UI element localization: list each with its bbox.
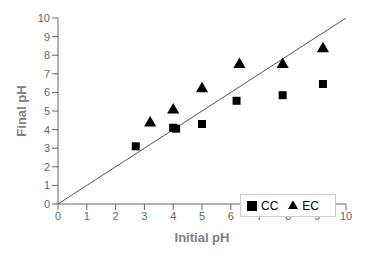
svg-text:5: 5 [199, 210, 205, 222]
svg-text:6: 6 [44, 86, 50, 98]
svg-text:1: 1 [84, 210, 90, 222]
svg-text:9: 9 [314, 210, 320, 222]
svg-text:7: 7 [44, 68, 50, 80]
svg-text:0: 0 [55, 210, 61, 222]
svg-text:6: 6 [228, 210, 234, 222]
svg-text:10: 10 [38, 12, 50, 24]
svg-text:8: 8 [285, 210, 291, 222]
svg-text:Final pH: Final pH [14, 85, 29, 136]
svg-text:Initial pH: Initial pH [175, 230, 230, 245]
svg-text:0: 0 [44, 198, 50, 210]
svg-text:4: 4 [170, 210, 176, 222]
svg-text:8: 8 [44, 49, 50, 61]
svg-text:7: 7 [257, 210, 263, 222]
svg-text:4: 4 [44, 124, 50, 136]
svg-text:3: 3 [141, 210, 147, 222]
html-text:EC: EC [302, 199, 319, 213]
svg-text:1: 1 [44, 179, 50, 191]
svg-text:2: 2 [113, 210, 119, 222]
svg-text:2: 2 [44, 161, 50, 173]
svg-text:5: 5 [44, 105, 50, 117]
html-text:CC: CC [261, 199, 279, 213]
svg-text:10: 10 [340, 210, 352, 222]
svg-text:9: 9 [44, 31, 50, 43]
svg-text:3: 3 [44, 142, 50, 154]
